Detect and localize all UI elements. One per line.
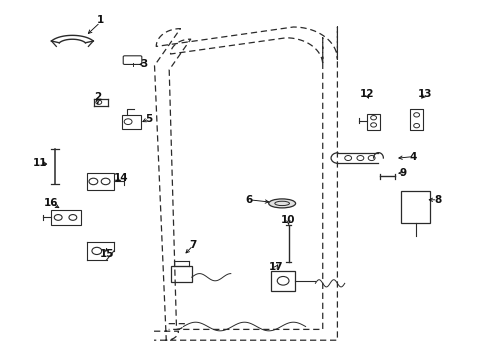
Text: 3: 3 — [141, 59, 147, 69]
Bar — [122, 115, 141, 129]
Text: 1: 1 — [97, 15, 103, 25]
Bar — [171, 266, 191, 282]
Text: 10: 10 — [281, 215, 295, 225]
Text: 13: 13 — [417, 89, 432, 99]
Text: 2: 2 — [94, 92, 101, 102]
Ellipse shape — [268, 199, 295, 208]
Text: 12: 12 — [359, 89, 373, 99]
Text: 6: 6 — [245, 195, 252, 205]
Bar — [271, 271, 294, 291]
Text: 15: 15 — [99, 249, 114, 259]
Bar — [400, 191, 429, 223]
Text: 9: 9 — [399, 168, 406, 178]
Bar — [409, 109, 423, 130]
Text: 11: 11 — [33, 158, 47, 168]
Text: 16: 16 — [44, 198, 59, 208]
Text: 7: 7 — [189, 240, 197, 250]
Text: 14: 14 — [114, 173, 128, 183]
Bar — [87, 173, 114, 190]
Text: 17: 17 — [268, 262, 283, 272]
Bar — [366, 114, 380, 130]
Text: 8: 8 — [433, 195, 440, 205]
Text: 5: 5 — [145, 114, 152, 124]
Text: 4: 4 — [408, 152, 416, 162]
Bar — [51, 210, 81, 225]
